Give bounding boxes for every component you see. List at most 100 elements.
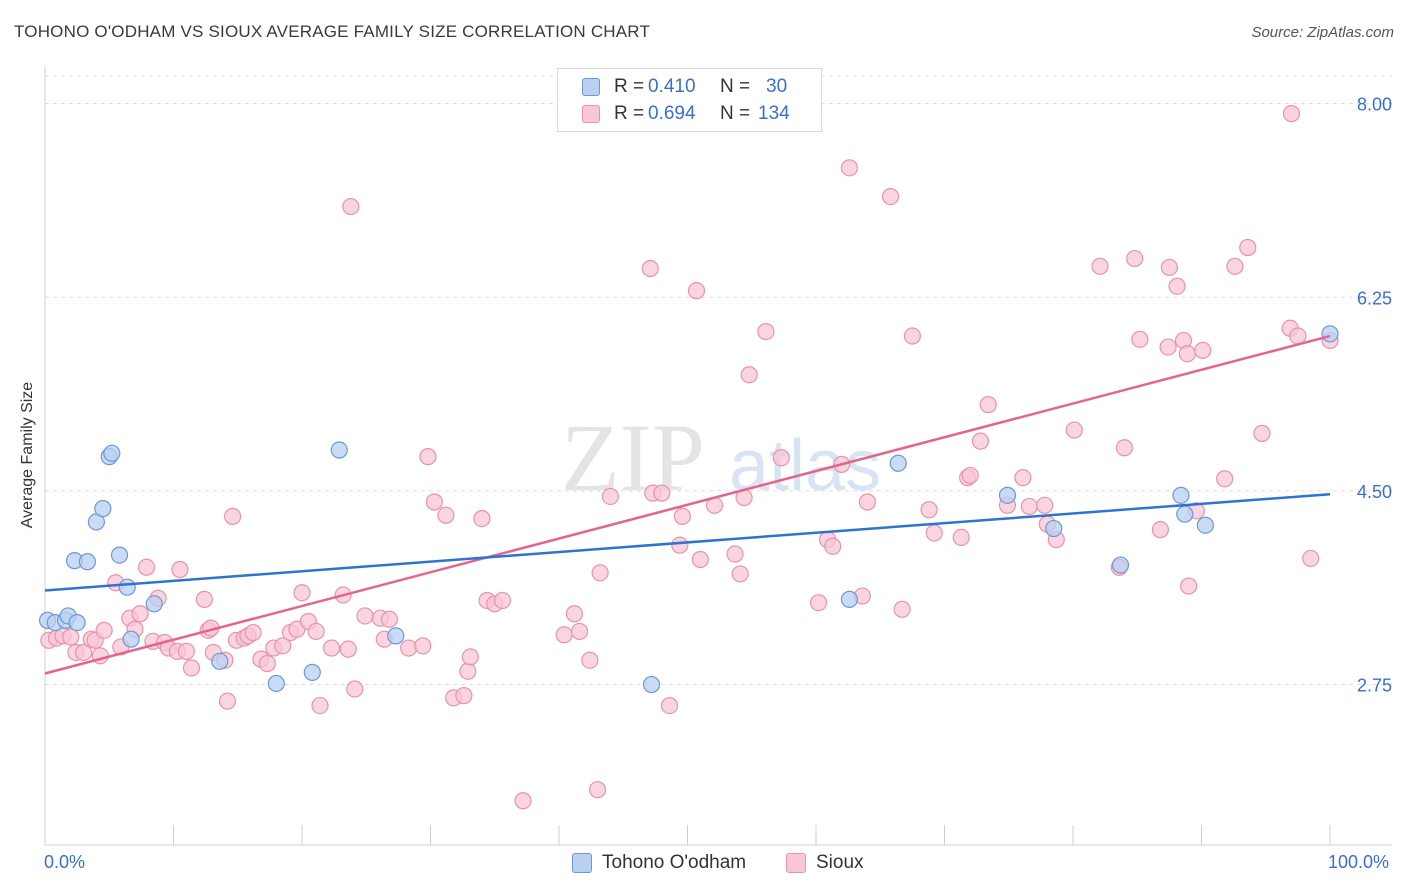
- sioux-point: [1131, 330, 1149, 348]
- sioux-point: [1180, 577, 1198, 595]
- tohono-point: [840, 590, 859, 608]
- sioux-point: [1253, 424, 1271, 442]
- sioux-point: [356, 607, 374, 625]
- sioux-point: [673, 507, 691, 525]
- sioux-point: [131, 605, 149, 623]
- x-tick-label-min: 0.0%: [44, 852, 86, 872]
- sioux-point: [1226, 257, 1244, 275]
- sioux-point: [437, 506, 455, 524]
- sioux-point: [177, 642, 195, 660]
- sioux-point: [1014, 469, 1032, 487]
- sioux-point: [171, 560, 189, 579]
- sioux-point: [1168, 277, 1186, 295]
- sioux-point: [641, 259, 659, 278]
- sioux-point: [971, 432, 990, 450]
- sioux-point: [1151, 521, 1169, 539]
- sioux-point: [726, 545, 744, 563]
- legend-label-sioux: Sioux: [816, 852, 864, 873]
- sioux-point: [772, 449, 790, 467]
- watermark: ZIP atlas: [561, 404, 881, 511]
- tohono-point: [267, 674, 285, 693]
- tohono-point: [998, 486, 1017, 504]
- legend-r-label: R =: [614, 103, 645, 124]
- tohono-point: [118, 578, 136, 596]
- sioux-point: [925, 524, 943, 542]
- series-legend: Tohono O'odham Sioux: [0, 852, 1406, 878]
- sioux-point: [1115, 439, 1134, 457]
- sioux-point: [514, 792, 532, 810]
- sioux-point: [570, 622, 589, 641]
- sioux-point: [74, 643, 93, 662]
- tohono-point: [1196, 516, 1214, 534]
- sioux-point: [1160, 258, 1178, 277]
- tohono-point: [1176, 505, 1194, 523]
- sioux-point: [1216, 470, 1234, 488]
- sioux-point: [1282, 105, 1301, 123]
- sioux-trend-line: [44, 334, 1331, 675]
- tohono-point: [145, 595, 163, 613]
- x-tick-label-max: 100.0%: [1328, 852, 1390, 872]
- tohono-point: [211, 652, 229, 670]
- tohono-point: [330, 441, 348, 459]
- sioux-point: [1159, 338, 1177, 356]
- legend-n-value: 30: [766, 76, 788, 97]
- legend-row-tohono: R = 0.410 N = 30: [582, 75, 787, 99]
- legend-r-value: 0.694: [648, 103, 696, 124]
- watermark-atlas: atlas: [729, 426, 881, 506]
- axes: [44, 66, 1392, 846]
- y-tick-label: 4.50: [1357, 482, 1392, 502]
- tohono-point: [1172, 486, 1190, 504]
- source-label: Source: ZipAtlas.com: [1251, 24, 1394, 41]
- sioux-point: [591, 564, 609, 582]
- sioux-point: [952, 528, 970, 547]
- sioux-point: [740, 366, 758, 384]
- tohono-trend-line: [44, 493, 1331, 592]
- sioux-point: [493, 591, 512, 610]
- sioux-point: [824, 537, 842, 555]
- sioux-point: [1020, 497, 1038, 516]
- legend-n-label: N =: [720, 76, 751, 97]
- legend-row-sioux: R = 0.694 N = 134: [582, 102, 790, 126]
- sioux-point: [1194, 341, 1212, 360]
- sioux-point: [342, 197, 360, 216]
- y-axis-label: Average Family Size: [19, 381, 36, 529]
- sioux-point: [419, 448, 437, 466]
- sioux-point: [555, 626, 573, 644]
- legend-item-tohono: Tohono O'odham: [572, 852, 746, 874]
- sioux-point: [1302, 549, 1320, 568]
- sioux-point: [224, 507, 242, 525]
- sioux-point: [346, 680, 364, 698]
- legend-r-value: 0.410: [648, 76, 696, 97]
- sioux-point: [660, 696, 679, 715]
- sioux-point: [653, 484, 671, 502]
- sioux-point: [979, 396, 997, 414]
- sioux-point: [137, 558, 156, 576]
- sioux-point: [588, 781, 607, 799]
- legend-swatch-blue: [582, 78, 600, 96]
- sioux-point: [311, 696, 329, 715]
- chart-title: TOHONO O'ODHAM VS SIOUX AVERAGE FAMILY S…: [14, 22, 651, 41]
- tohono-point: [303, 663, 321, 681]
- tohono-point: [889, 454, 907, 472]
- sioux-point: [195, 590, 213, 608]
- legend-label-tohono: Tohono O'odham: [602, 852, 747, 873]
- sioux-point: [1065, 421, 1083, 439]
- sioux-point: [1239, 238, 1257, 257]
- tohono-point: [68, 613, 86, 632]
- tohono-point: [1321, 325, 1339, 343]
- y-tick-labels: 2.75 4.50 6.25 8.00: [1357, 95, 1392, 696]
- sioux-point: [858, 493, 877, 511]
- sioux-point: [731, 565, 749, 583]
- sioux-point: [687, 282, 706, 300]
- sioux-point: [218, 692, 237, 710]
- tohono-point: [103, 444, 121, 462]
- sioux-point: [1036, 496, 1054, 514]
- sioux-point: [1091, 257, 1109, 275]
- sioux-point: [903, 327, 921, 345]
- tohono-point: [94, 500, 112, 518]
- sioux-point: [601, 487, 620, 506]
- legend-swatch-blue: [572, 853, 592, 873]
- sioux-point: [307, 622, 325, 641]
- y-tick-label: 6.25: [1357, 288, 1392, 308]
